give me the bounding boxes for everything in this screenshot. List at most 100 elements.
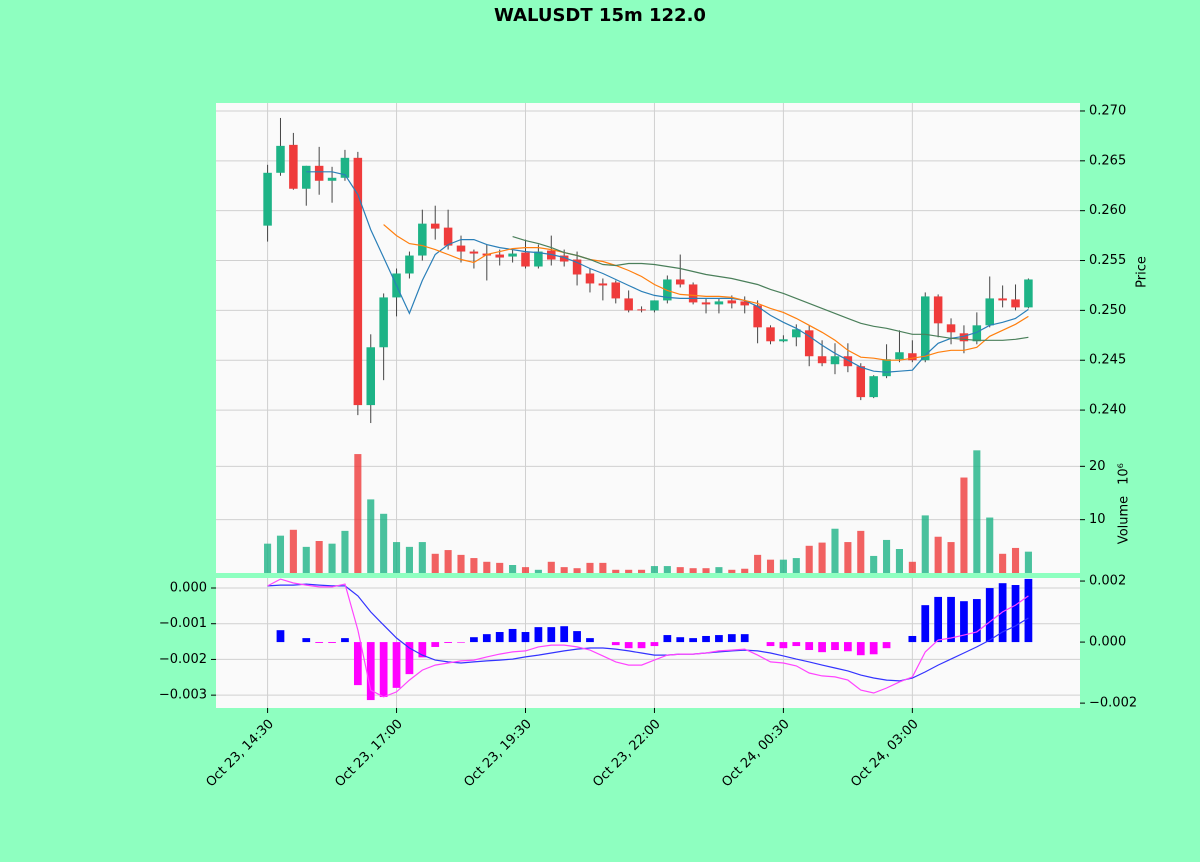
candle-body xyxy=(263,172,272,226)
volume-bar xyxy=(741,568,749,573)
volume-bar xyxy=(457,554,465,573)
volume-bar xyxy=(663,566,671,573)
candle-body xyxy=(740,301,749,306)
candle-body xyxy=(585,273,595,284)
macd-histogram-bar xyxy=(302,638,311,643)
candle-body xyxy=(340,157,350,178)
x-tick-label: Oct 23, 19:30 xyxy=(461,717,534,790)
volume-bar xyxy=(960,477,968,573)
candle-body xyxy=(598,283,608,286)
y-tick-label: 20 xyxy=(1089,459,1106,474)
volume-bar xyxy=(676,567,684,573)
volume-bar xyxy=(883,539,891,573)
candle-body xyxy=(637,309,646,311)
volume-bar xyxy=(1024,551,1032,573)
macd-histogram-bar xyxy=(663,635,672,643)
volume-bar xyxy=(934,536,942,573)
line xyxy=(267,578,1029,698)
macd-histogram-bar xyxy=(947,596,955,643)
candle-body xyxy=(869,376,878,398)
volume-bar xyxy=(947,542,955,573)
macd-histogram-bar xyxy=(715,635,723,643)
x-tick-label: Oct 23, 22:00 xyxy=(590,717,663,790)
candle-body xyxy=(727,300,737,304)
candle-body xyxy=(959,333,969,342)
volume-bar xyxy=(728,569,736,573)
volume-bar xyxy=(650,566,658,573)
candle-body xyxy=(946,324,956,333)
macd-histogram-bar xyxy=(328,642,336,643)
candle-body xyxy=(856,366,866,398)
y-tick-label: −0.002 xyxy=(159,652,207,667)
macd-histogram-bar xyxy=(586,638,594,643)
volume-bar xyxy=(715,567,723,573)
candle-body xyxy=(804,330,814,357)
macd-histogram-bar xyxy=(366,642,375,701)
candle-body xyxy=(353,157,363,406)
volume-bar xyxy=(264,543,272,573)
candle-body xyxy=(766,327,775,342)
macd-histogram-bar xyxy=(444,642,452,643)
candle-body xyxy=(521,252,530,267)
macd-histogram-bar xyxy=(624,642,633,649)
volume-bar xyxy=(392,542,401,573)
candle-body xyxy=(559,255,569,262)
volume-bar xyxy=(380,513,388,573)
candle-body xyxy=(430,223,440,229)
volume-bar xyxy=(612,569,620,573)
y-tick-label: 0.000 xyxy=(1089,635,1126,650)
macd-histogram-bar xyxy=(960,601,968,643)
macd-histogram-bar xyxy=(341,638,349,643)
macd-histogram-bar xyxy=(676,637,685,643)
volume-bar xyxy=(638,569,646,573)
volume-bar xyxy=(470,558,478,573)
macd-histogram-bar xyxy=(611,642,620,646)
macd-histogram-bar xyxy=(457,642,465,643)
volume-bar xyxy=(999,553,1007,573)
candle-body xyxy=(933,296,943,324)
macd-histogram-bar xyxy=(985,588,994,643)
candle-body xyxy=(985,298,994,326)
candle-body xyxy=(830,356,840,365)
candle-body xyxy=(817,356,827,364)
candle-body xyxy=(753,305,762,328)
volume-bar xyxy=(986,517,994,573)
macd-histogram-bar xyxy=(689,638,698,643)
macd-histogram-bar xyxy=(844,642,852,652)
volume-bar xyxy=(844,542,852,573)
candle-body xyxy=(572,259,582,275)
candle-body xyxy=(495,254,504,258)
y-tick-label: 0.270 xyxy=(1089,103,1126,118)
y-tick-label: 10 xyxy=(1089,512,1106,527)
candle-body xyxy=(276,145,285,173)
y-tick-label: −0.002 xyxy=(1089,696,1137,711)
volume-bar xyxy=(689,568,697,573)
macd-histogram-bar xyxy=(908,635,917,643)
volume-bar xyxy=(599,562,607,573)
volume-bar xyxy=(818,542,826,573)
y-axis-label: Volume xyxy=(1117,496,1132,544)
macd-histogram-bar xyxy=(972,599,981,643)
candle-body xyxy=(714,301,724,305)
volume-bar xyxy=(560,567,568,573)
candle-body xyxy=(972,325,982,342)
volume-bar xyxy=(534,569,542,573)
candle-body xyxy=(469,251,479,254)
macd-histogram-bar xyxy=(573,631,581,643)
volume-bar xyxy=(405,546,413,573)
macd-histogram-bar xyxy=(805,642,814,651)
volume-bar xyxy=(341,530,349,573)
macd-histogram-bar xyxy=(482,634,491,643)
y-tick-label: 0.245 xyxy=(1089,353,1126,368)
macd-histogram-bar xyxy=(1011,585,1020,643)
macd-histogram-bar xyxy=(727,634,736,643)
macd-histogram-bar xyxy=(869,642,878,655)
macd-histogram-bar xyxy=(470,637,478,643)
volume-bar xyxy=(973,450,981,573)
macd-histogram-bar xyxy=(379,642,388,698)
volume-bar xyxy=(509,565,517,573)
macd-histogram-bar xyxy=(650,642,659,647)
macd-histogram-bar xyxy=(637,642,646,649)
macd-histogram-bar xyxy=(534,627,543,643)
volume-bar xyxy=(418,542,426,573)
